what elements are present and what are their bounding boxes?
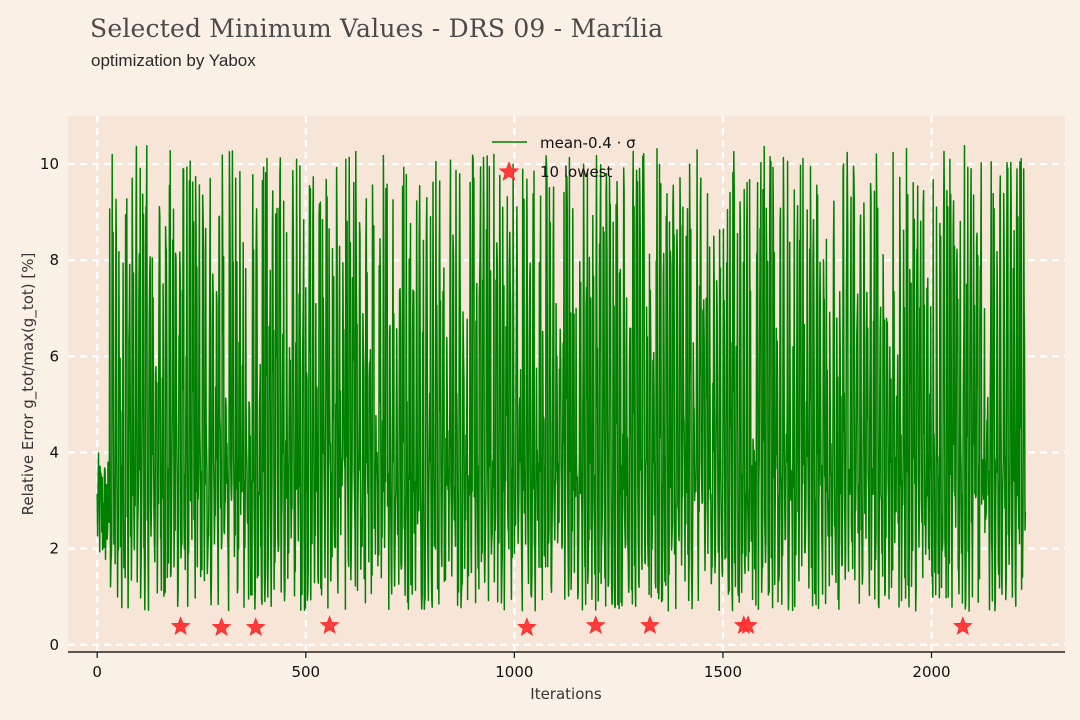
y-axis-label: Relative Error g_tot/max(g_tot) [%] [19,253,38,516]
y-tick-label: 4 [49,444,59,462]
x-tick-label: 0 [92,663,102,681]
marker-star [170,616,191,635]
y-tick-label: 2 [49,540,59,558]
marker-star [211,617,232,636]
legend: mean-0.4 · σ 10 lowest [492,134,636,181]
series-line-path [96,144,1027,612]
marker-star [245,617,266,636]
series-line-mean [96,144,1027,612]
x-tick-label: 1000 [495,663,533,681]
marker-star [640,615,660,634]
chart-title: Selected Minimum Values - DRS 09 - Maríl… [90,14,664,43]
legend-label-line: mean-0.4 · σ [540,134,636,152]
marker-star [585,615,606,634]
x-ticks: 0 500 1000 1500 2000 [92,652,951,681]
chart-subtitle: optimization by Yabox [91,51,256,70]
y-tick-label: 10 [40,155,59,173]
y-ticks: 0 2 4 6 8 10 [40,155,59,654]
marker-star [516,617,537,636]
x-tick-label: 2000 [912,663,950,681]
x-tick-label: 500 [291,663,320,681]
marker-star [738,615,758,634]
legend-star-swatch [498,161,520,181]
marker-star [952,616,973,635]
y-tick-label: 0 [49,636,59,654]
y-tick-label: 8 [49,251,59,269]
marker-star [319,615,340,634]
x-axis-label: Iterations [530,685,602,703]
x-tick-label: 1500 [704,663,742,681]
y-tick-label: 6 [49,347,59,365]
series-markers-lowest [170,615,973,636]
legend-label-markers: 10 lowest [540,163,613,181]
